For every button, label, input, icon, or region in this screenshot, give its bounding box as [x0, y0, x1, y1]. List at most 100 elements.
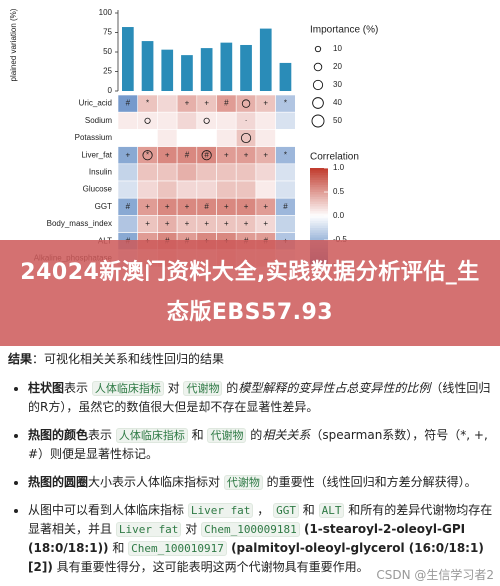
bold-text: 热图的颜色: [28, 428, 89, 442]
bar: [141, 41, 154, 91]
text: 的: [222, 381, 239, 395]
significance-symbol: +: [244, 202, 249, 211]
heatmap-cell: [117, 163, 139, 182]
heatmap-cell: [157, 129, 178, 147]
bullet-item: 柱状图表示 人体临床指标 对 代谢物 的模型解释的变异性占总变异性的比例（线性回…: [28, 379, 494, 417]
colorbar-segment: [310, 218, 328, 222]
colorbar-label: 0.0: [333, 211, 345, 220]
colorbar-segment: [310, 170, 328, 174]
significance-symbol: +: [204, 219, 209, 228]
banner: 24024新澳门资料大全,实践数据分析评估_生态版EBS57.93: [0, 240, 500, 346]
row-label: Body_mass_index: [47, 219, 112, 228]
significance-symbol: *: [284, 99, 287, 108]
text: （线性回归的R方），虽然它的数值很大但是却不存在显著性差异。: [28, 381, 491, 414]
inline-code: Liver fat: [187, 503, 254, 518]
significance-symbol: *: [146, 150, 149, 159]
inline-code: ALT: [318, 503, 345, 518]
heatmap-cell: [137, 129, 158, 147]
inline-code: 人体临床指标: [91, 381, 164, 396]
colorbar-segment: [310, 220, 328, 224]
colorbar-segment: [310, 228, 328, 231]
significance-symbol: +: [224, 202, 229, 211]
colorbar-segment: [310, 237, 328, 241]
bullet-list: 柱状图表示 人体临床指标 对 代谢物 的模型解释的变异性占总变异性的比例（线性回…: [8, 379, 494, 577]
heatmap-cell: [157, 180, 178, 199]
legend-title: Importance (%): [310, 25, 378, 36]
importance-circle: [201, 150, 212, 161]
heatmap-cell: [275, 163, 296, 182]
significance-symbol: ·: [245, 116, 248, 125]
heatmap-cell: [117, 129, 139, 147]
heatmap-cell: [235, 94, 257, 113]
significance-symbol: #: [283, 202, 288, 211]
heatmap-cell: [137, 163, 158, 182]
legend-label: 20: [333, 62, 342, 71]
significance-symbol: +: [263, 202, 268, 211]
significance-symbol: #: [224, 99, 229, 108]
colorbar-segment: [310, 211, 328, 215]
significance-symbol: +: [126, 150, 131, 159]
colorbar-segment: [310, 199, 328, 203]
heading: 结果：可视化相关关系和线性回归的结果: [8, 350, 494, 369]
significance-symbol: #: [126, 202, 131, 211]
bold-text: (palmitoyl-oleoyl-glycerol (16:0/18:1) […: [28, 541, 484, 574]
heatmap-cell: [176, 163, 198, 182]
colorbar-segment: [310, 182, 328, 186]
bar: [279, 62, 292, 91]
text: 对: [181, 522, 202, 536]
legend-circle: [314, 45, 322, 53]
heatmap-cell: [196, 129, 217, 147]
y-axis-label: plained variation (%): [9, 8, 18, 81]
significance-symbol: +: [165, 202, 170, 211]
significance-symbol: +: [165, 150, 170, 159]
heatmap-cell: [255, 129, 276, 147]
significance-symbol: +: [263, 219, 268, 228]
significance-symbol: +: [165, 219, 170, 228]
heatmap-cell: [176, 180, 198, 199]
text: 具有重要性得分，这可能表明这两个代谢物具有重要作用。: [52, 560, 369, 574]
text: 和所有的差异代谢物均存在显著相关，并且: [28, 503, 493, 536]
heatmap-cell: [255, 163, 276, 182]
colorbar-title: Correlation: [310, 152, 359, 163]
colorbar-segment: [310, 201, 328, 205]
bar: [200, 48, 213, 91]
banner-text: 24024新澳门资料大全,实践数据分析评估_生态版EBS57.93: [20, 260, 480, 325]
heatmap-cell: [216, 129, 237, 147]
row-label: Insulin: [89, 168, 112, 177]
heatmap-cell: [216, 163, 237, 182]
row-label: Uric_acid: [79, 99, 112, 108]
bullet-item: 热图的颜色表示 人体临床指标 和 代谢物 的相关关系（spearman系数），符…: [28, 426, 494, 464]
italic-text: 模型解释的变异性占总变异性的比例: [238, 381, 431, 395]
heatmap-cell: [117, 111, 139, 130]
colorbar-segment: [310, 196, 328, 200]
bar: [240, 44, 252, 91]
legend-label: 40: [333, 98, 342, 107]
text: 对: [163, 381, 184, 395]
heatmap-cell: [216, 180, 237, 199]
heatmap-cell: [176, 129, 198, 147]
significance-symbol: #: [185, 150, 190, 159]
colorbar-segment: [310, 230, 328, 234]
significance-symbol: +: [145, 202, 150, 211]
text: 表示: [64, 381, 92, 395]
heatmap-cell: [196, 163, 217, 182]
heatmap-cell: [157, 163, 178, 182]
heatmap-cell: [196, 180, 217, 199]
colorbar-label: 1.0: [333, 163, 345, 172]
heatmap-cell: [137, 180, 158, 199]
bold-text: (1-stearoyl-2-oleoyl-GPI (18:0/18:1)): [28, 522, 466, 555]
inline-code: GGT: [273, 503, 299, 518]
heatmap-cell: [255, 111, 276, 130]
bar: [220, 42, 233, 91]
legend-circle: [312, 97, 324, 109]
heatmap-cell: [157, 111, 178, 130]
significance-symbol: +: [185, 99, 190, 108]
row-label: Glucose: [83, 185, 113, 194]
significance-symbol: *: [284, 150, 287, 159]
significance-symbol: +: [224, 150, 229, 159]
bullet-item: 从图中可以看到人体临床指标 Liver fat ， GGT 和 ALT 和所有的…: [28, 501, 494, 577]
significance-symbol: #: [204, 202, 209, 211]
colorbar-segment: [310, 189, 328, 193]
bar: [122, 27, 134, 91]
significance-symbol: +: [263, 150, 268, 159]
